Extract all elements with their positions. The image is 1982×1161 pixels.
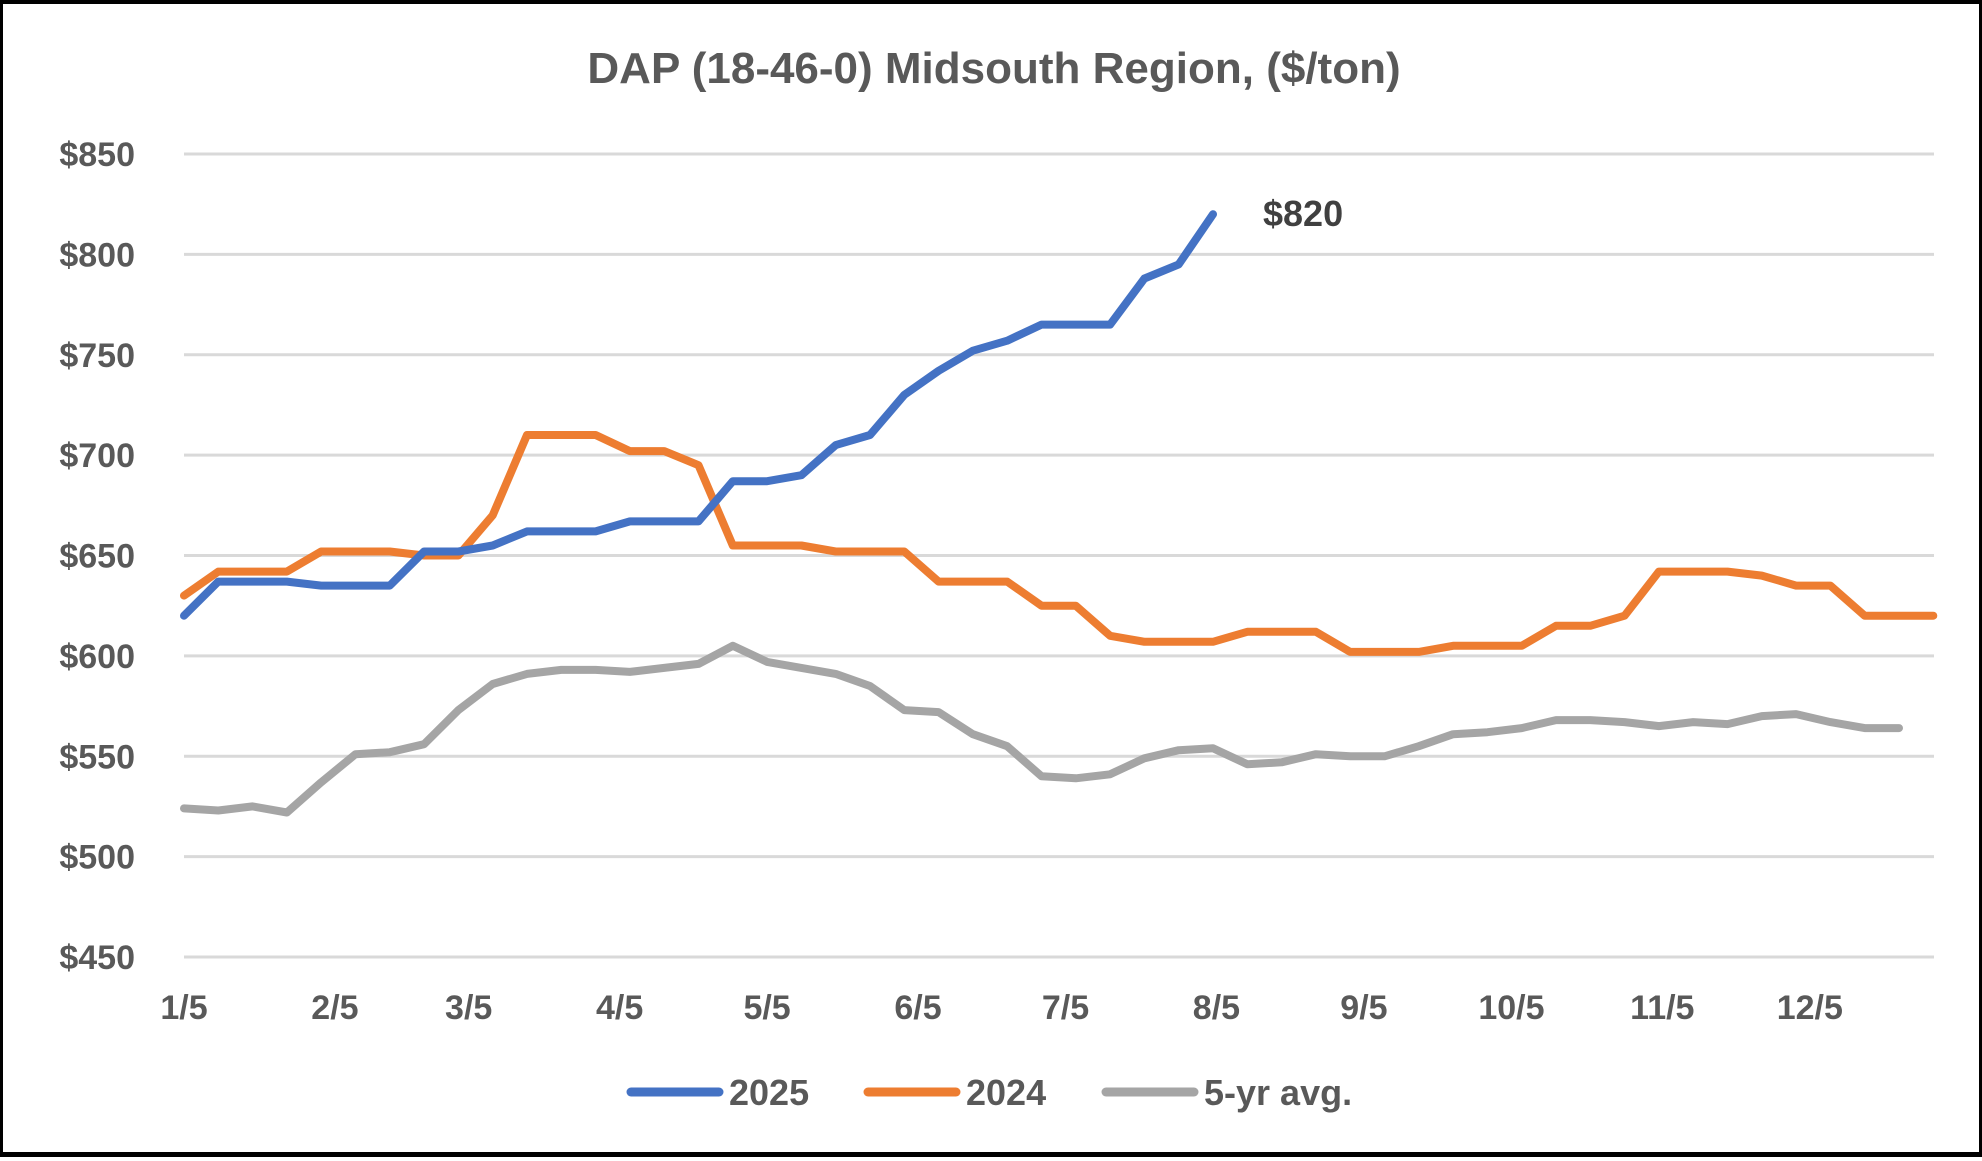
- y-tick-label: $700: [59, 437, 135, 475]
- x-tick-label: 5/5: [743, 989, 790, 1027]
- x-tick-label: 8/5: [1193, 989, 1240, 1027]
- x-tick-label: 4/5: [596, 989, 643, 1027]
- series-lines: [180, 210, 1938, 817]
- x-tick-label: 1/5: [160, 989, 207, 1027]
- annotations: $820: [1263, 193, 1343, 234]
- x-tick-label: 11/5: [1630, 989, 1694, 1027]
- x-tick-label: 9/5: [1340, 989, 1387, 1027]
- y-tick-label: $550: [59, 738, 135, 776]
- x-axis-tick-labels: 1/5 2/5 3/5 4/5 5/5 6/5 7/5 8/5 9/5 10/5 11/5 12/5: [160, 989, 1843, 1027]
- line-chart: DAP (18-46-0) Midsouth Region, ($/ton) $…: [59, 44, 1938, 1113]
- y-axis-tick-labels: $850 $800 $750 $700 $650 $600 $550 $500 $450: [59, 136, 135, 977]
- legend: 2025 2024 5-yr avg.: [626, 1072, 1352, 1113]
- legend-label: 2025: [729, 1072, 809, 1113]
- y-tick-label: $850: [59, 136, 135, 174]
- legend-item: 5-yr avg.: [1101, 1072, 1352, 1113]
- x-tick-label: 3/5: [445, 989, 492, 1027]
- series-line-2024: [180, 431, 1938, 656]
- y-tick-label: $650: [59, 538, 135, 576]
- y-tick-label: $800: [59, 236, 135, 274]
- legend-label: 5-yr avg.: [1204, 1072, 1352, 1113]
- x-tick-label: 12/5: [1777, 989, 1843, 1027]
- x-tick-label: 6/5: [894, 989, 941, 1027]
- chart-title: DAP (18-46-0) Midsouth Region, ($/ton): [587, 44, 1400, 93]
- y-tick-label: $750: [59, 337, 135, 375]
- series-line-2025: [180, 210, 1217, 620]
- legend-item: 2024: [863, 1072, 1046, 1113]
- x-tick-label: 2/5: [311, 989, 358, 1027]
- y-tick-label: $450: [59, 939, 135, 977]
- legend-label: 2024: [966, 1072, 1046, 1113]
- gridlines: [184, 152, 1934, 959]
- legend-item: 2025: [626, 1072, 809, 1113]
- series-line-5-yr-avg: [180, 641, 1903, 817]
- x-tick-label: 7/5: [1042, 989, 1089, 1027]
- data-label: $820: [1263, 193, 1343, 234]
- x-tick-label: 10/5: [1478, 989, 1544, 1027]
- y-tick-label: $500: [59, 839, 135, 877]
- y-tick-label: $600: [59, 638, 135, 676]
